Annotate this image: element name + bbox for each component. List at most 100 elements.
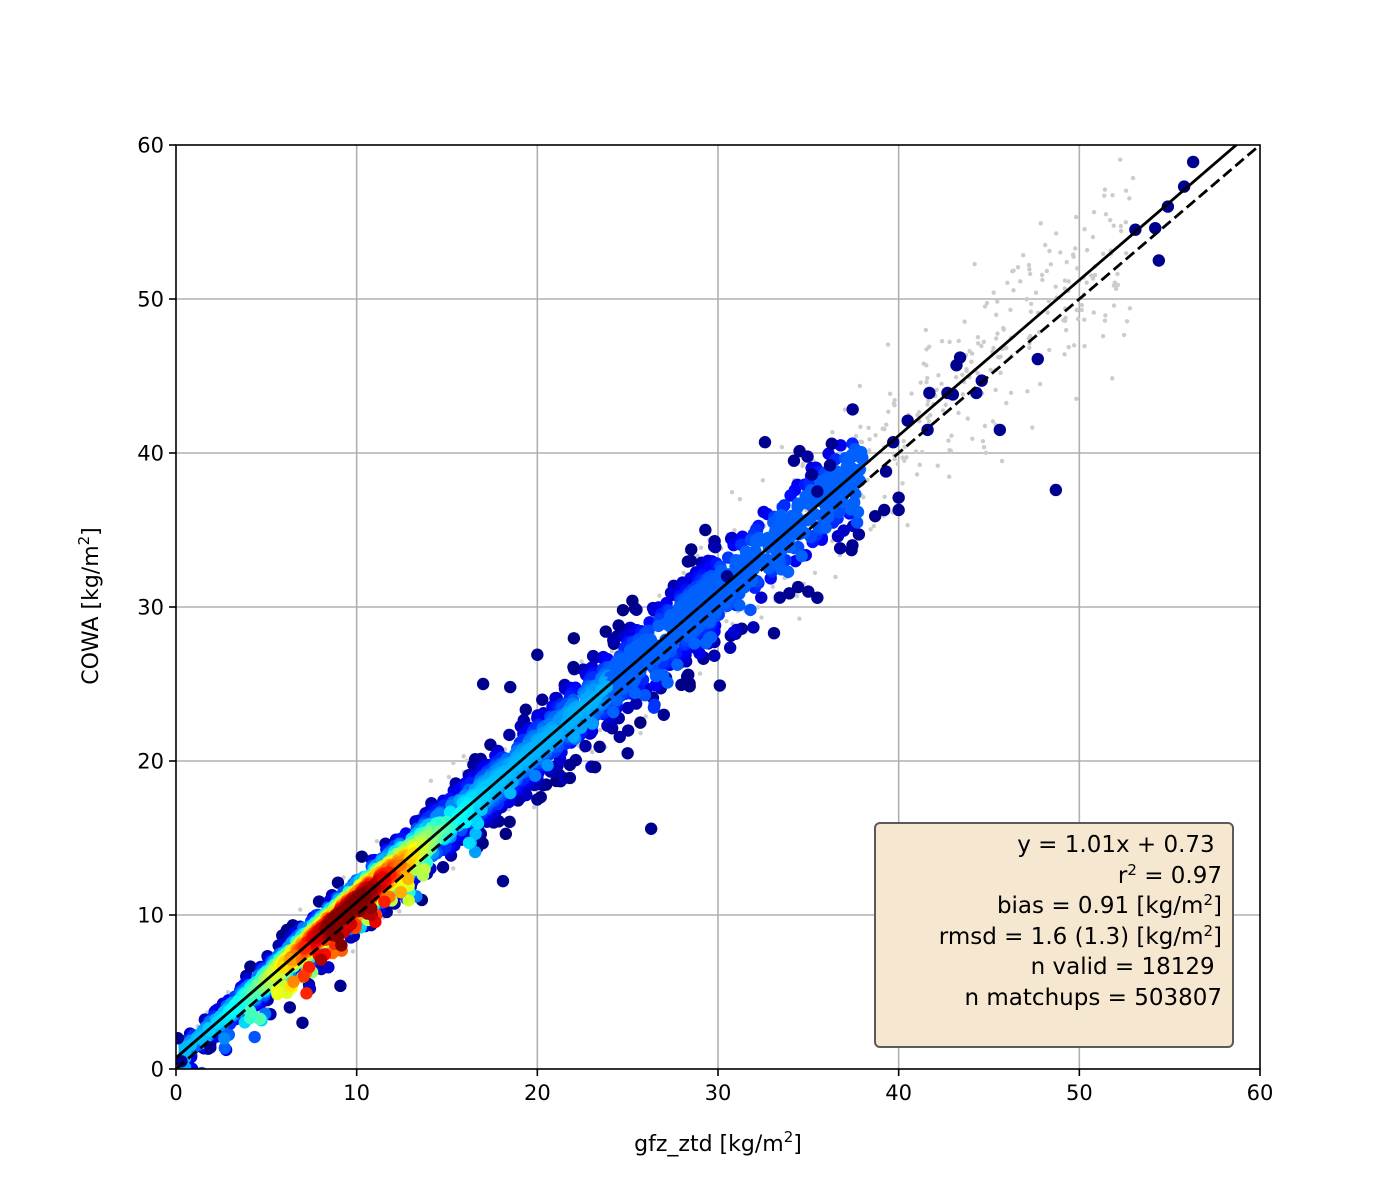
background-point [1066, 344, 1071, 350]
background-point [1111, 303, 1117, 308]
background-point [590, 749, 595, 755]
outlier-point [699, 523, 712, 537]
density-point [795, 549, 808, 563]
x-tick-label: 20 [524, 1081, 551, 1105]
background-point [900, 481, 905, 486]
background-point [579, 659, 584, 664]
outlier-point [644, 822, 658, 835]
background-point [892, 397, 897, 403]
background-point [962, 319, 967, 324]
bias-value: bias = 0.91 [kg/m2] [996, 891, 1222, 920]
density-point [649, 679, 662, 692]
background-point [993, 387, 998, 393]
background-point [1015, 265, 1021, 270]
background-point [979, 343, 984, 349]
background-point [886, 409, 891, 414]
background-point [1039, 272, 1045, 278]
density-point [300, 987, 313, 1000]
background-point [984, 300, 990, 306]
background-point [857, 383, 863, 389]
background-point [597, 727, 603, 733]
density-point [801, 450, 814, 463]
outlier-point [176, 1032, 185, 1045]
background-point [1048, 262, 1054, 267]
outlier-point [1161, 200, 1175, 213]
background-point [935, 463, 940, 468]
background-point [1118, 223, 1124, 229]
background-point [794, 593, 800, 599]
density-point [630, 603, 643, 616]
background-point [638, 730, 643, 736]
background-point [1103, 313, 1108, 318]
background-point [923, 327, 929, 333]
data-points [176, 155, 1200, 1069]
background-point [1082, 344, 1087, 349]
background-point [506, 807, 512, 812]
background-point [446, 774, 452, 780]
density-point [579, 739, 592, 753]
background-point [868, 527, 873, 532]
background-point [925, 375, 930, 381]
background-point [891, 401, 897, 406]
background-point [1046, 298, 1051, 304]
background-point [729, 489, 735, 495]
density-point [599, 625, 612, 638]
background-point [657, 593, 662, 598]
background-point [1010, 268, 1015, 274]
density-point [218, 1032, 231, 1045]
background-point [1030, 425, 1035, 430]
background-point [643, 714, 648, 719]
x-tick-label: 40 [885, 1081, 912, 1105]
background-point [1001, 327, 1006, 332]
outlier-point [531, 648, 544, 661]
background-point [1018, 279, 1023, 284]
background-point [1062, 286, 1067, 291]
density-point [783, 587, 796, 600]
background-point [1038, 221, 1043, 226]
background-point [697, 671, 703, 676]
outlier-point [950, 359, 963, 372]
density-point [727, 626, 740, 639]
outlier-point [823, 459, 837, 472]
outlier-point [621, 747, 634, 760]
background-point [1091, 209, 1097, 215]
background-point [975, 334, 981, 340]
background-point [698, 545, 704, 550]
density-point [846, 403, 859, 416]
background-point [947, 448, 952, 453]
outlier-point [476, 677, 490, 691]
background-point [1074, 214, 1079, 220]
density-point [671, 658, 684, 671]
background-point [1062, 352, 1067, 357]
density-point [628, 686, 642, 700]
background-point [1027, 267, 1032, 272]
outlier-point [713, 679, 727, 692]
background-point [1062, 278, 1068, 283]
background-point [1058, 250, 1063, 255]
density-point [846, 539, 859, 552]
outlier-point [878, 503, 891, 517]
y-tick-label: 50 [137, 288, 164, 312]
background-point [1066, 279, 1071, 284]
outlier-point [1149, 221, 1162, 235]
background-point [1082, 317, 1087, 322]
density-point [791, 580, 805, 594]
background-point [949, 433, 954, 438]
density-point [755, 591, 768, 604]
background-point [1063, 327, 1069, 333]
background-point [779, 444, 785, 450]
outlier-point [657, 708, 670, 721]
background-point [936, 373, 941, 378]
background-point [1084, 280, 1089, 285]
background-point [995, 299, 1000, 304]
background-point [695, 553, 700, 559]
background-point [1061, 318, 1066, 323]
background-point [1115, 282, 1121, 288]
outlier-point [811, 485, 824, 498]
outlier-point [811, 591, 824, 604]
background-point [1121, 332, 1127, 338]
background-point [732, 528, 737, 533]
density-point [244, 960, 257, 973]
density-point [607, 633, 620, 647]
x-tick-label: 60 [1247, 1081, 1274, 1105]
